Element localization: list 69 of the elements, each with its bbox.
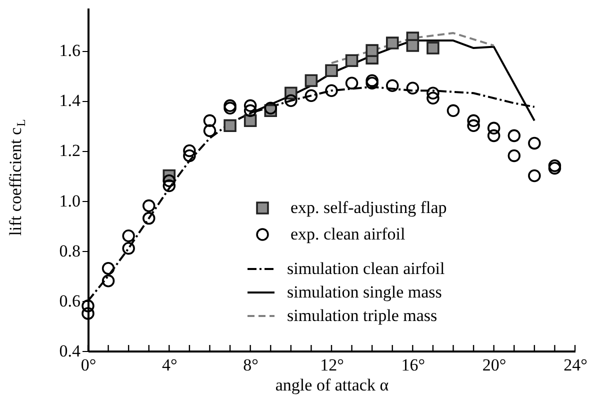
point — [366, 76, 378, 90]
point — [487, 122, 500, 135]
point — [366, 44, 378, 57]
point — [325, 84, 338, 97]
legend-label: exp. self-adjusting flap — [290, 198, 447, 217]
x-tick-label: 0° — [80, 356, 96, 374]
point — [162, 174, 176, 188]
legend-label: simulation single mass — [287, 282, 442, 302]
point — [102, 262, 115, 275]
point — [102, 274, 115, 288]
y-tick-label: 1.6 — [59, 41, 80, 60]
point — [162, 179, 176, 192]
point — [203, 124, 216, 138]
point — [183, 149, 196, 162]
point — [122, 242, 135, 255]
point — [345, 54, 358, 67]
point — [467, 114, 480, 128]
y-axis-title: lift coefficient cL — [6, 119, 28, 236]
point — [548, 159, 562, 172]
point — [548, 162, 562, 175]
point — [426, 86, 440, 100]
legend-label: exp. clean airfoil — [290, 224, 406, 244]
x-tick-label: 16° — [401, 356, 426, 374]
point — [446, 104, 460, 118]
x-axis-title: angle of attack α — [275, 376, 389, 394]
point — [366, 74, 378, 87]
point — [264, 102, 277, 115]
point — [345, 76, 358, 90]
point — [426, 42, 440, 54]
point — [122, 229, 135, 242]
point — [406, 39, 420, 52]
point — [528, 169, 541, 182]
x-tick-label: 12° — [320, 356, 344, 374]
x-tick-label: 20° — [482, 356, 506, 374]
point — [203, 114, 216, 128]
point — [224, 119, 236, 132]
point — [224, 99, 236, 112]
point — [244, 104, 257, 118]
point — [528, 136, 541, 150]
point — [304, 74, 318, 87]
point — [426, 92, 440, 104]
y-tick-label: 1.0 — [59, 191, 80, 210]
point — [508, 149, 520, 162]
y-tick-label: 0.6 — [59, 291, 80, 310]
x-tick-label: 24° — [564, 356, 588, 374]
point — [142, 199, 156, 212]
point — [224, 102, 236, 115]
point — [487, 129, 500, 142]
y-tick-label: 0.8 — [59, 241, 80, 260]
point — [82, 300, 94, 312]
x-tick-label: 4° — [162, 356, 178, 374]
point — [244, 99, 257, 112]
point — [82, 307, 94, 320]
point — [284, 94, 298, 107]
y-tick-label: 1.2 — [59, 141, 80, 160]
y-tick-label: 1.4 — [59, 91, 81, 110]
point — [183, 144, 196, 158]
point — [142, 212, 156, 225]
x-tick-label: 8° — [243, 356, 258, 374]
y-tick-label: 0.4 — [59, 342, 81, 360]
point — [406, 82, 420, 94]
legend-label: simulation clean airfoil — [287, 259, 445, 278]
point — [467, 119, 480, 132]
legend-label: simulation triple mass — [287, 306, 438, 325]
point — [304, 89, 318, 102]
point — [508, 129, 520, 142]
point — [386, 36, 399, 50]
point — [325, 64, 338, 77]
point — [386, 79, 399, 92]
